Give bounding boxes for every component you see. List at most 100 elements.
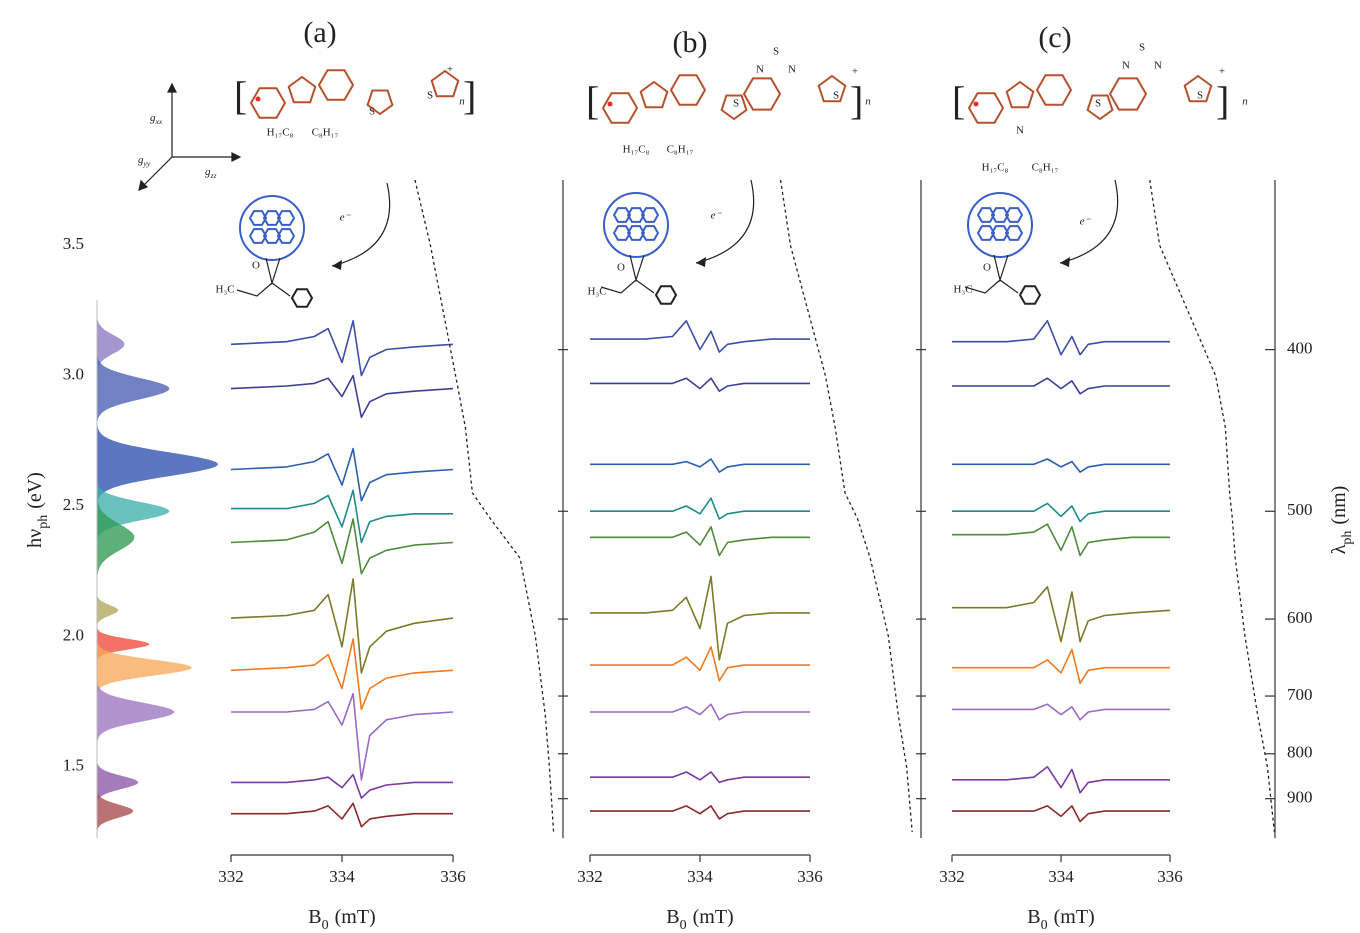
y-axis-label-main: hν [24,529,46,548]
radical-dot [973,101,979,107]
emission-peak [97,623,150,666]
x-tick-label: 332 [939,867,965,886]
electron-arrowhead [1060,257,1070,267]
frame-label-main: g [150,112,156,124]
molecule-ring [1183,74,1213,103]
emission-peak [97,636,192,699]
frame-label-sub: xx [155,117,163,126]
annotation: S [1095,98,1101,110]
molecule-ring [276,210,296,226]
annotation: O [983,262,991,274]
epr-trace [230,374,454,419]
molecule-ring [248,210,268,226]
annotation: C₈H₁₇ [1032,162,1059,174]
bracket: ] [463,73,476,118]
molecule-ring [1035,74,1073,106]
y-tick-label: 2.0 [63,625,84,644]
emission-peak [97,485,135,590]
radical-dot [255,96,261,102]
annotation: n [865,96,871,108]
electron-arrowhead [332,260,342,270]
bracket: ] [1216,78,1229,123]
annotation: N [788,64,796,76]
frame-label-main: g [138,154,144,166]
y-tick-label: 1.5 [63,756,84,775]
x-axis-label-sub: 0 [680,918,687,933]
epr-trace [231,773,453,799]
molecule-ring [601,92,639,124]
linker [600,254,655,294]
y2-tick-label: 500 [1287,500,1313,519]
molecule-ring [639,80,669,109]
molecule-ring [990,207,1010,223]
annotation: S [773,46,779,58]
panel-title: (a) [303,16,336,49]
x-axis-label-unit: (mT) [693,906,734,928]
epr-trace [590,646,810,682]
emission-peak [97,307,125,381]
molecule-ring [967,92,1005,124]
y2-axis-label: λph (nm) [1328,486,1355,555]
molecule-ring [1004,207,1024,223]
molecule-ring [612,225,632,241]
annotation: H₁₇C₈ [267,127,294,139]
g-frame [138,82,242,191]
epr-trace [230,638,454,711]
x-axis-label-unit: (mT) [335,906,376,928]
y2-tick-label: 800 [1287,743,1313,762]
epr-trace [952,703,1170,721]
epr-trace [952,648,1170,685]
epr-trace [590,497,810,520]
molecule-ring [720,94,748,121]
x-tick-label: 334 [1048,867,1074,886]
annotation: S [427,90,433,102]
bracket: ] [850,78,863,123]
annotation: + [447,64,453,76]
fullerene [967,192,1033,258]
epr-trace [231,489,453,544]
y2-tick-label: 700 [1287,685,1313,704]
y2-tick-label: 900 [1287,788,1313,807]
annotation: H₃C [953,284,972,296]
frame-label-sub: zz [210,171,217,180]
molecule-ring [290,288,314,308]
epr-trace [590,458,810,473]
molecule-ring [640,207,660,223]
y2-axis-label-unit: (nm) [1328,486,1350,525]
electron-arrow [695,179,755,264]
x-axis-label-sub: 0 [1041,918,1048,933]
epr-trace [952,586,1171,643]
annotation: e⁻ [340,212,352,224]
annotation: N [1122,60,1130,72]
annotation: n [1242,96,1248,108]
emission-peak [97,589,119,632]
molecule-ring [1108,77,1148,111]
epr-trace [590,377,810,392]
x-tick-label: 332 [577,867,603,886]
y-tick-label: 3.0 [63,364,84,383]
emission-peak [97,675,175,749]
x-tick-label: 336 [1157,867,1183,886]
y2-axis-label-sub: ph [1340,531,1355,545]
electron-arrow [1059,179,1119,264]
radical-dot [607,101,613,107]
molecule-ring [1018,285,1042,305]
molecule-ring [262,210,282,226]
y-axis-label-unit: (eV) [24,472,46,509]
epr-trace [230,518,454,575]
molecule-ring [1004,225,1024,241]
annotation: S [833,90,839,102]
y-axis-label-sub: ph [36,515,51,529]
x-axis-label-main: B [308,906,321,928]
epr-trace [952,502,1170,523]
molecule-ring [1005,80,1035,109]
epr-trace [952,377,1170,395]
epr-trace [952,805,1170,823]
linker [236,257,291,297]
molecule-ring [817,74,847,103]
annotation: S [1197,90,1203,102]
epr-trace [952,320,1170,356]
annotation: O [617,262,625,274]
electron-arrowhead [696,257,706,267]
